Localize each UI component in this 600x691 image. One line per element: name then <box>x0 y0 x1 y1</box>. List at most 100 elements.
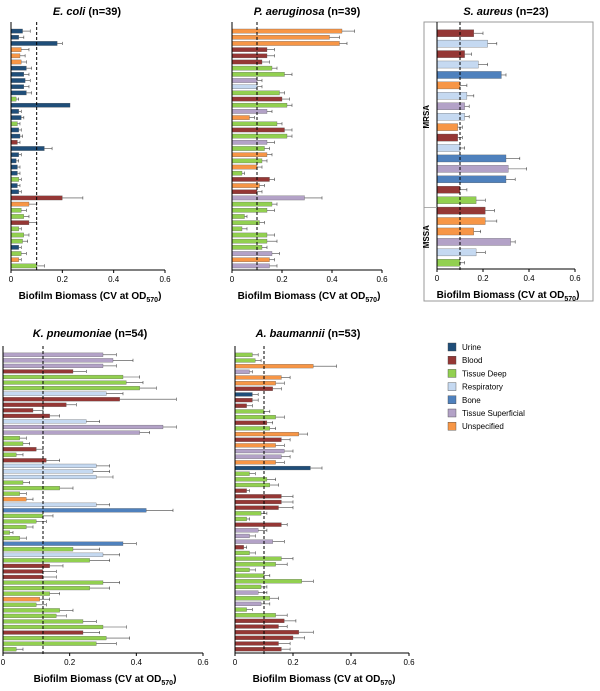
chart-title-species: K. pneumoniae <box>33 328 112 340</box>
bar <box>10 245 19 250</box>
bar <box>234 494 282 499</box>
chart-title-n: (n=23) <box>513 6 549 18</box>
chart-title-n: (n=39) <box>85 6 121 18</box>
bar <box>234 550 250 556</box>
bar <box>231 195 305 201</box>
x-axis-label: Biofilm Biomass (CV at OD570) <box>19 291 162 304</box>
bar <box>2 524 27 530</box>
bar <box>234 352 253 357</box>
legend-label: Urine <box>462 343 482 352</box>
bar <box>2 397 120 402</box>
legend-label: Unspecified <box>462 422 504 431</box>
x-tick-label: 0 <box>9 275 14 284</box>
bar <box>10 96 17 102</box>
bar <box>231 146 265 151</box>
chart-title: E. coli (n=39) <box>53 6 122 18</box>
bar <box>10 177 19 182</box>
chart-title-species: E. coli <box>53 6 86 18</box>
bar <box>2 580 104 585</box>
bar <box>2 480 24 485</box>
bar <box>231 72 285 77</box>
bar <box>2 491 20 496</box>
x-axis-label-text: Biofilm Biomass (CV at OD <box>253 674 381 685</box>
bar <box>2 536 20 541</box>
bar <box>2 641 97 646</box>
x-axis-label-end: ) <box>576 290 579 301</box>
bar <box>436 227 474 236</box>
bar <box>231 47 268 52</box>
bar <box>436 39 488 48</box>
bar <box>231 263 270 269</box>
bar <box>10 84 24 89</box>
bar <box>2 408 34 413</box>
bar <box>10 115 22 120</box>
x-axis-label-end: ) <box>392 674 395 685</box>
x-axis-label: Biofilm Biomass (CV at OD570) <box>238 291 381 304</box>
bar <box>436 60 479 69</box>
bar <box>231 41 340 46</box>
x-axis-label-text: Biofilm Biomass (CV at OD <box>19 291 147 302</box>
legend-swatch <box>447 395 457 404</box>
bar <box>2 474 97 480</box>
bar <box>2 502 97 507</box>
x-axis-label: Biofilm Biomass (CV at OD570) <box>253 674 396 687</box>
bar <box>2 508 147 513</box>
bar <box>234 505 279 510</box>
bar <box>2 391 107 396</box>
bar <box>2 608 60 613</box>
bar <box>231 133 288 139</box>
bar <box>2 369 74 374</box>
legend: Urine Blood Tissue Deep Respiratory Bone Tiss… <box>447 342 525 431</box>
bar <box>2 436 20 441</box>
bar <box>10 47 22 52</box>
bar <box>231 177 270 182</box>
bar <box>231 238 268 244</box>
bar <box>231 201 273 207</box>
bar <box>436 92 468 100</box>
bar <box>10 72 24 77</box>
bar <box>10 109 19 114</box>
x-axis-label-text: Biofilm Biomass (CV at OD <box>437 290 565 301</box>
x-axis-label-subscript: 570 <box>365 297 377 304</box>
legend-swatch <box>447 382 457 391</box>
bar <box>234 477 268 482</box>
legend-label: Blood <box>462 356 482 365</box>
bar <box>234 590 259 595</box>
bar <box>234 613 276 618</box>
bar <box>234 601 262 606</box>
legend-swatch <box>447 356 457 365</box>
bar <box>10 127 19 133</box>
bar <box>234 443 276 448</box>
legend-label: Bone <box>462 396 481 405</box>
legend-swatch <box>447 342 457 352</box>
bar <box>2 597 40 602</box>
bar <box>2 486 60 491</box>
bar <box>10 121 18 127</box>
bar <box>436 81 461 90</box>
bar <box>234 386 273 391</box>
group-label: MRSA <box>422 105 431 129</box>
x-axis-label-text: Biofilm Biomass (CV at OD <box>238 291 366 302</box>
x-axis-label-end: ) <box>377 291 380 302</box>
bar <box>2 613 57 618</box>
bar <box>234 471 250 476</box>
bar <box>231 140 268 145</box>
bar <box>234 375 282 380</box>
bar <box>2 380 127 385</box>
x-tick-label: 0.6 <box>403 658 415 667</box>
bar <box>2 447 37 452</box>
bar <box>2 452 17 457</box>
bar <box>2 530 10 535</box>
bar <box>234 562 276 567</box>
bar <box>231 121 278 127</box>
x-tick-label: 0 <box>435 274 440 283</box>
bar <box>10 189 19 195</box>
bar <box>10 146 45 151</box>
bar <box>10 201 30 207</box>
bar <box>231 102 288 108</box>
bar <box>231 53 268 59</box>
bar <box>10 170 18 176</box>
bar <box>234 460 276 465</box>
legend-label: Tissue Superficial <box>462 409 525 418</box>
bar <box>231 84 258 89</box>
